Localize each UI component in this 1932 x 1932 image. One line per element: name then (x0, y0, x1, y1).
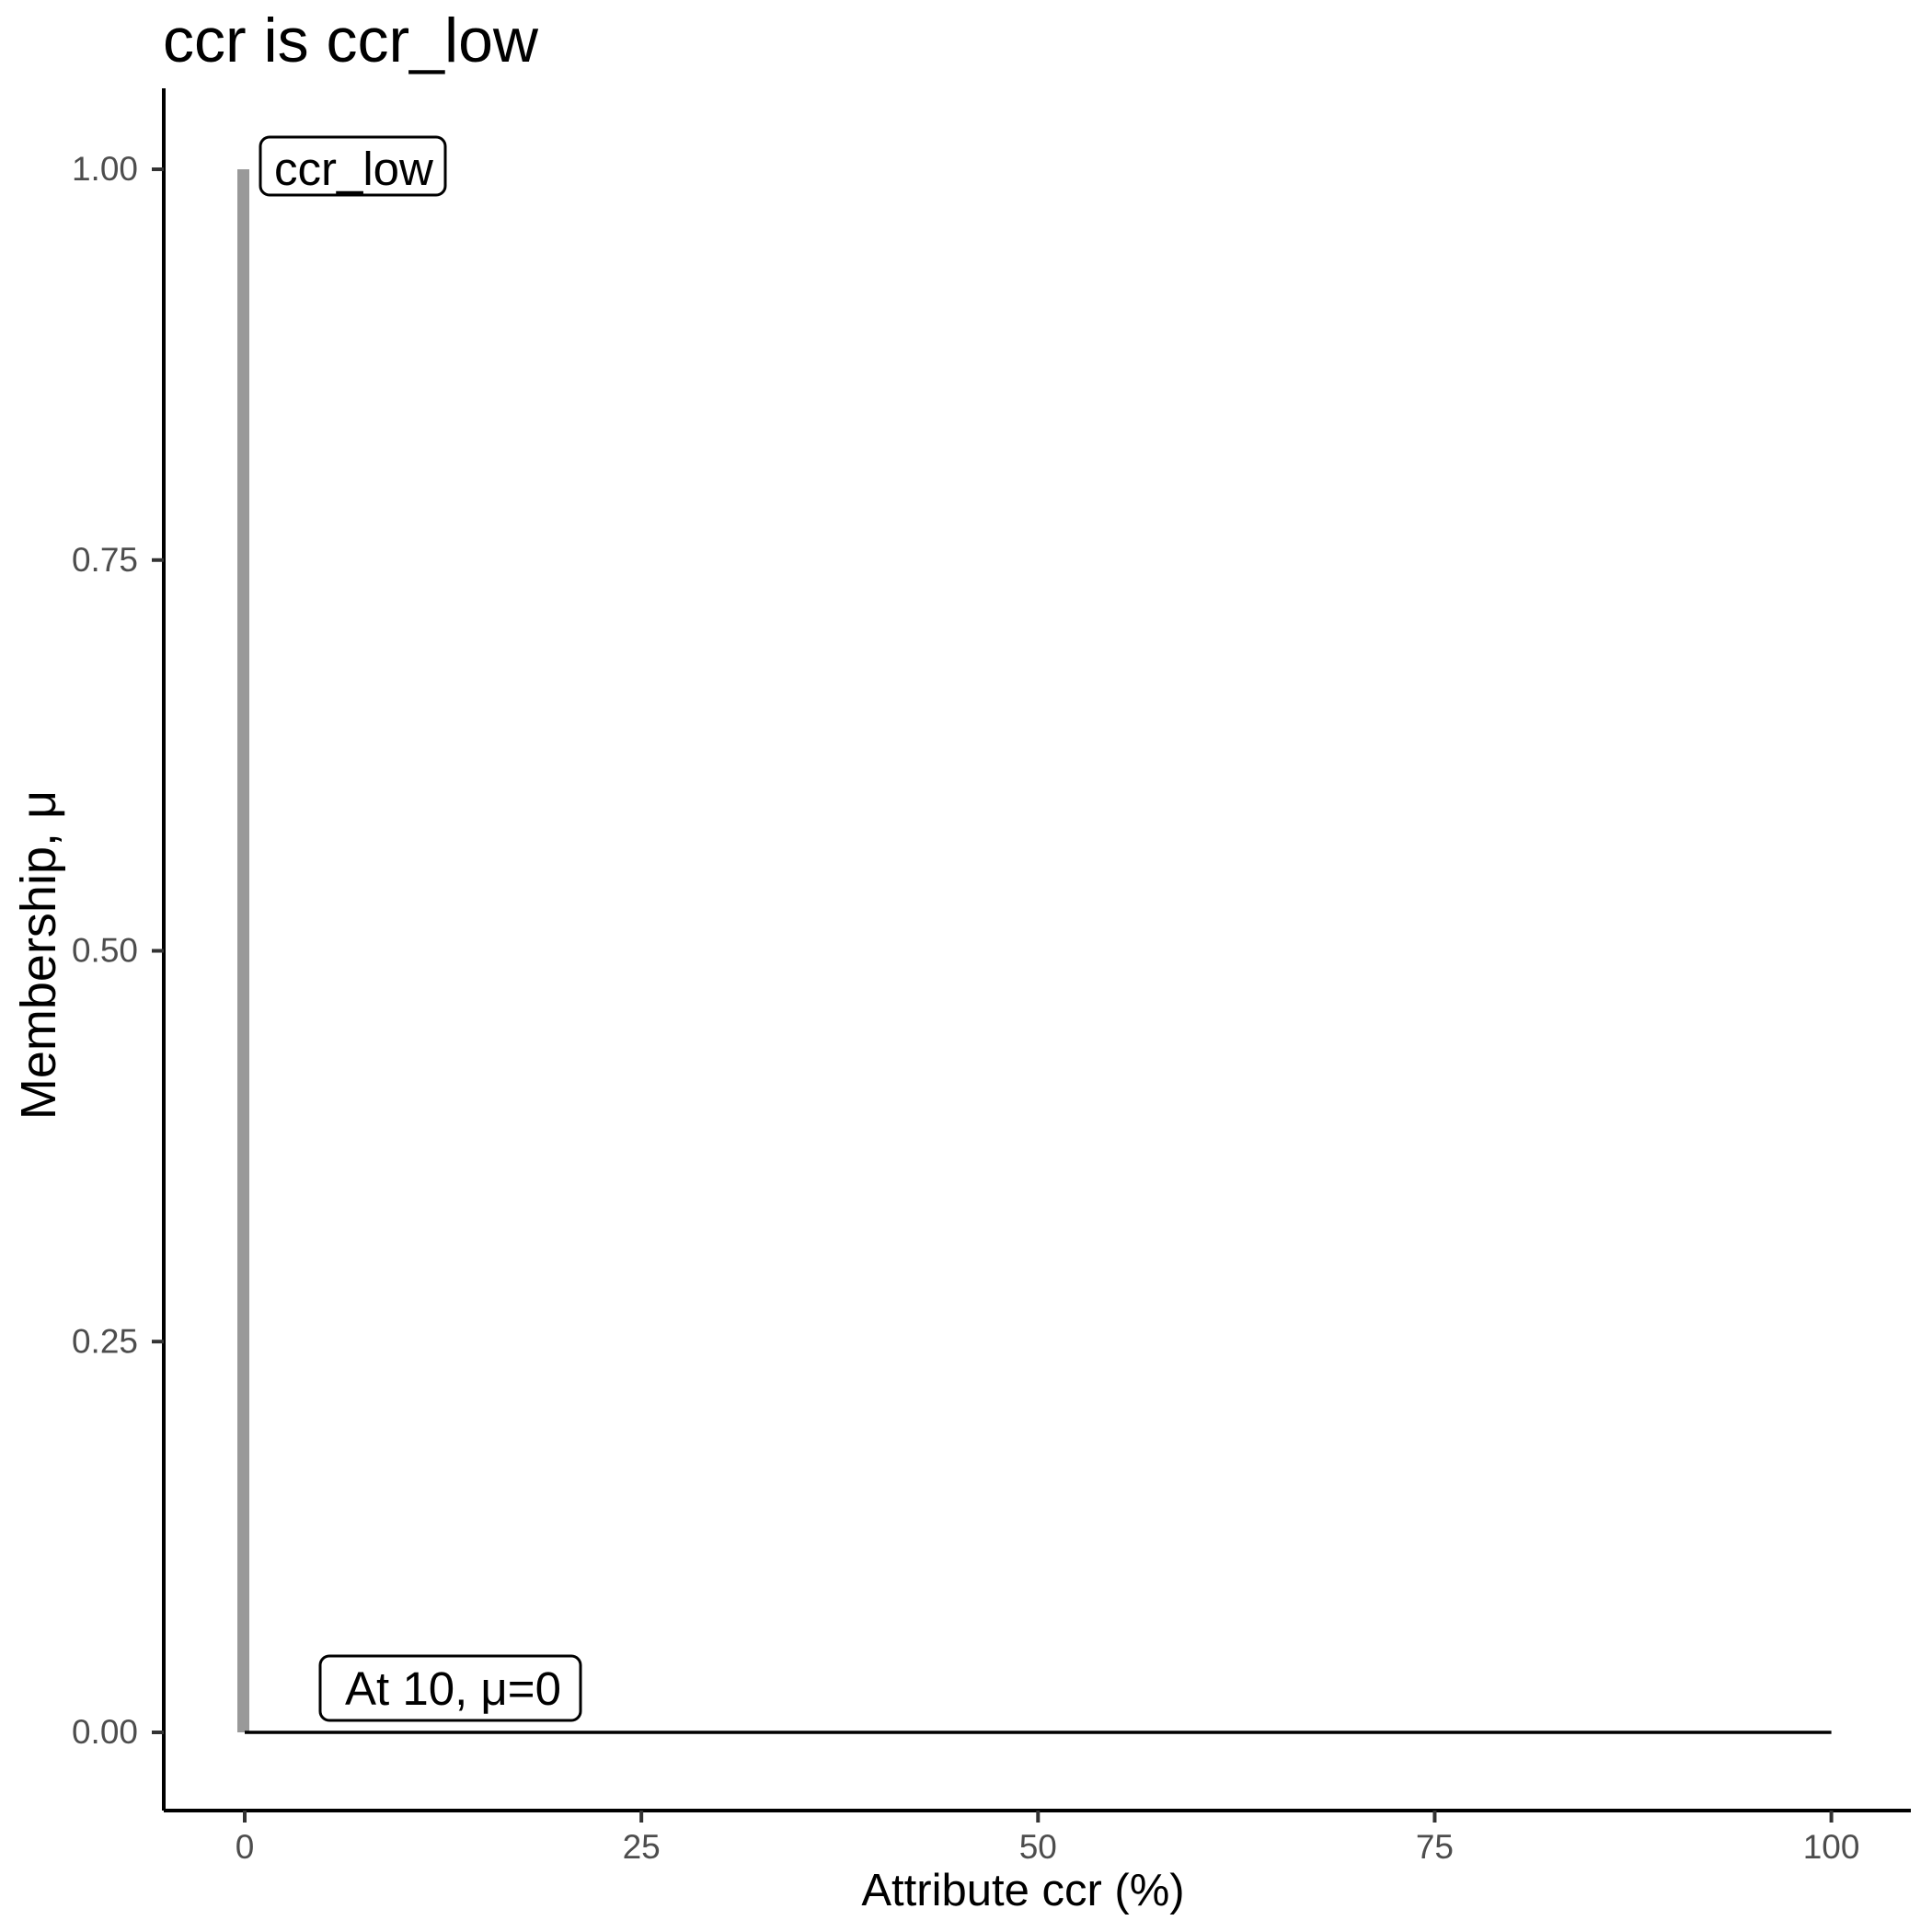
svg-text:50: 50 (1019, 1828, 1057, 1866)
svg-text:At 10, μ=0: At 10, μ=0 (345, 1662, 561, 1715)
svg-text:0.50: 0.50 (72, 932, 138, 970)
svg-text:ccr_low: ccr_low (274, 143, 433, 195)
svg-text:ccr is ccr_low: ccr is ccr_low (163, 6, 539, 75)
svg-text:25: 25 (623, 1828, 661, 1866)
svg-text:0.75: 0.75 (72, 541, 138, 579)
svg-text:1.00: 1.00 (72, 150, 138, 188)
svg-text:0.25: 0.25 (72, 1322, 138, 1360)
svg-text:100: 100 (1803, 1828, 1860, 1866)
svg-text:0.00: 0.00 (72, 1713, 138, 1751)
svg-text:0: 0 (236, 1828, 255, 1866)
svg-text:Attribute ccr (%): Attribute ccr (%) (861, 1866, 1184, 1915)
svg-text:Membership, μ: Membership, μ (11, 790, 66, 1120)
svg-text:75: 75 (1416, 1828, 1454, 1866)
